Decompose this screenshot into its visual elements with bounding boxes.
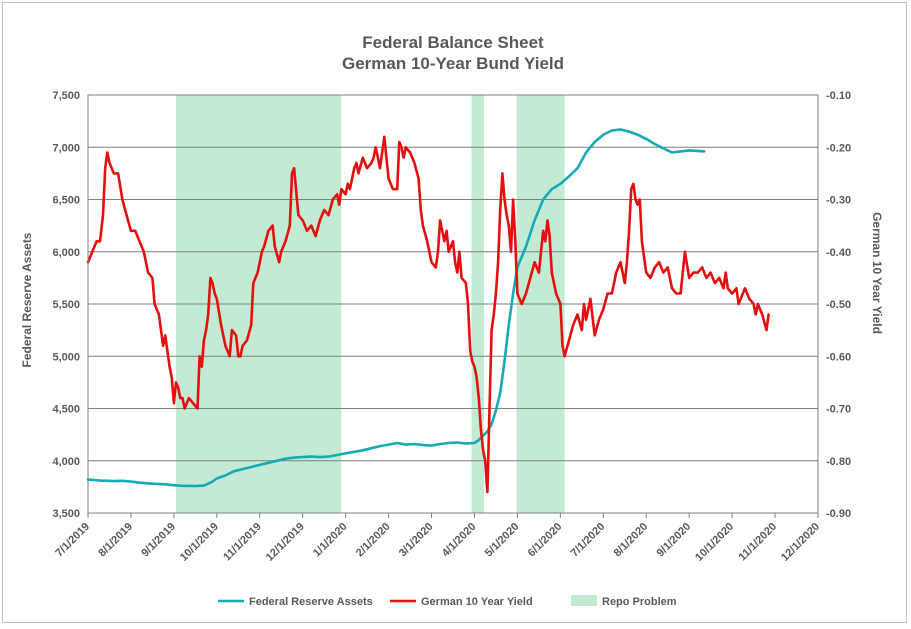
x-tick-label: 9/1/2019: [139, 521, 178, 560]
y-axis-right-label: German 10 Year Yield: [870, 212, 884, 334]
y-left-tick-label: 6,000: [52, 247, 80, 259]
x-tick-label: 11/1/2020: [737, 521, 780, 564]
y-right-tick-label: -0.70: [826, 404, 851, 416]
legend-label: Federal Reserve Assets: [249, 596, 373, 608]
y-right-tick-label: -0.80: [826, 456, 851, 468]
x-tick-label: 6/1/2020: [526, 521, 565, 560]
y-left-tick-label: 7,000: [52, 142, 80, 154]
y-left-tick-label: 6,500: [52, 195, 80, 207]
y-left-tick-label: 4,000: [52, 456, 80, 468]
axes: 3,500 -0.90 4,000 -0.80 4,500 -0.70 5,000 -0.60…: [52, 90, 851, 564]
x-tick-label: 12/1/2019: [264, 521, 307, 564]
legend-label: German 10 Year Yield: [421, 596, 533, 608]
x-tick-label: 7/1/2019: [53, 521, 92, 560]
y-right-tick-label: -0.30: [826, 195, 851, 207]
x-tick-label: 5/1/2020: [483, 521, 522, 560]
x-tick-label: 12/1/2020: [779, 521, 822, 564]
x-tick-label: 11/1/2019: [221, 521, 264, 564]
series-line-bund-yield: [86, 135, 770, 494]
legend-label: Repo Problem: [602, 596, 677, 608]
y-right-tick-label: -0.10: [826, 90, 851, 102]
y-left-tick-label: 7,500: [52, 90, 80, 102]
x-tick-label: 8/1/2019: [96, 521, 135, 560]
chart-title: Federal Balance Sheet: [362, 33, 544, 52]
legend-swatch-box: [571, 595, 597, 606]
y-axis-left-label: Federal Reserve Assets: [20, 232, 34, 367]
x-tick-label: 7/1/2020: [569, 521, 608, 560]
x-tick-label: 8/1/2020: [612, 521, 651, 560]
x-tick-label: 10/1/2019: [178, 521, 221, 564]
y-right-tick-label: -0.20: [826, 142, 851, 154]
x-tick-label: 3/1/2020: [397, 521, 436, 560]
y-left-tick-label: 3,500: [52, 508, 80, 520]
y-left-tick-label: 4,500: [52, 404, 80, 416]
plot-area-border: [87, 94, 819, 514]
x-tick-label: 1/1/2020: [311, 521, 350, 560]
y-right-tick-label: -0.90: [826, 508, 851, 520]
x-tick-label: 4/1/2020: [440, 521, 479, 560]
y-left-tick-label: 5,500: [52, 299, 80, 311]
y-right-tick-label: -0.40: [826, 247, 851, 259]
legend: Federal Reserve Assets German 10 Year Yie…: [218, 595, 677, 608]
x-tick-label: 10/1/2020: [693, 521, 736, 564]
x-tick-label: 2/1/2020: [354, 521, 393, 560]
series-lines: [86, 128, 770, 494]
y-right-tick-label: -0.60: [826, 351, 851, 363]
y-left-tick-label: 5,000: [52, 351, 80, 363]
series-line-fed-assets: [86, 128, 706, 488]
chart-svg: Federal Balance Sheet German 10-Year Bun…: [20, 33, 884, 608]
x-tick-label: 9/1/2020: [655, 521, 694, 560]
y-right-tick-label: -0.50: [826, 299, 851, 311]
chart-subtitle: German 10-Year Bund Yield: [342, 54, 564, 73]
